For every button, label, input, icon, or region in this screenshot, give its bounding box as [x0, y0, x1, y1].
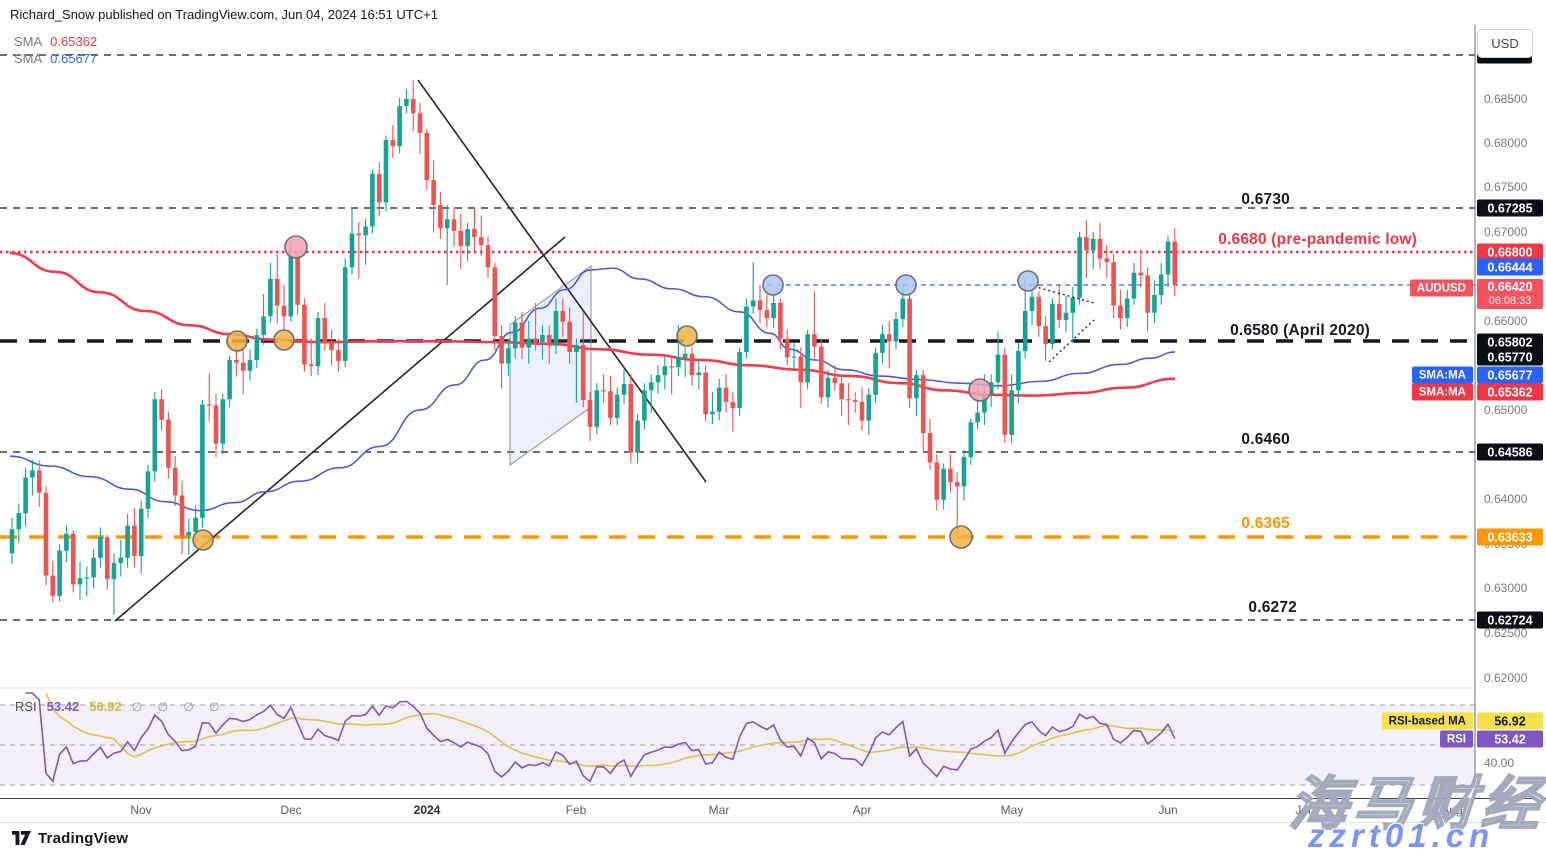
- price-label-0.64586: 0.64586: [1477, 443, 1543, 461]
- price-label-0.65362: 0.65362: [1477, 383, 1543, 401]
- rsi-indicator-header[interactable]: RSI 53.42 56.92 ∅ ∅ ∅ ∅: [15, 699, 226, 714]
- price-tick: 0.65000: [1484, 403, 1528, 417]
- marker-circle-pink: [968, 378, 992, 402]
- currency-toggle-button[interactable]: USD: [1477, 29, 1533, 58]
- time-axis[interactable]: Nov Dec 2024 Feb Mar Apr May Jun Jul Aug: [0, 798, 1546, 823]
- price-tick: 0.66000: [1484, 314, 1528, 328]
- level-annotation: 0.6272: [1248, 599, 1297, 616]
- rsi-axis-value-RSI: 53.42: [1477, 730, 1543, 748]
- price-tick: 0.68500: [1484, 92, 1528, 106]
- rsi-axis-tag-RSI: RSI: [1439, 730, 1473, 748]
- price-tick: 0.67000: [1484, 225, 1528, 239]
- rsi-line: [25, 692, 1176, 783]
- candlesticks: [9, 80, 1178, 615]
- marker-circle-orange: [949, 525, 973, 549]
- sma-legend-value: 0.65362: [50, 34, 98, 49]
- rsi: [25, 692, 1176, 783]
- level-annotation: 0.6580 (April 2020): [1230, 322, 1370, 339]
- level-annotation: 0.6365: [1241, 515, 1290, 532]
- price-tick: 0.62500: [1484, 626, 1528, 640]
- marker-circle-orange: [676, 325, 698, 347]
- event-circle-markers: [192, 235, 1039, 551]
- sma-legend-row-2[interactable]: SMA 0.65677: [14, 50, 97, 67]
- sma-legend: SMA 0.65362 SMA 0.65677: [14, 33, 97, 67]
- trend-lines: [114, 79, 707, 622]
- axis-tag-AUDUSD: AUDUSD: [1409, 279, 1473, 297]
- price-tick: 0.63000: [1484, 581, 1528, 595]
- price-label-0.67285: 0.67285: [1477, 199, 1543, 217]
- rsi-params: ∅ ∅ ∅ ∅: [131, 699, 226, 714]
- rsi-value: 53.42: [46, 699, 80, 714]
- axis-tag-SMA:MA: SMA:MA: [1411, 383, 1473, 401]
- sma-fast-line: [9, 267, 1176, 512]
- time-tick-Feb: Feb: [565, 803, 587, 817]
- time-tick-2024: 2024: [413, 803, 441, 817]
- rsi-tick: 40.00: [1484, 756, 1515, 770]
- time-tick-Jul: Jul: [1295, 803, 1311, 817]
- price-label-0.63633: 0.63633: [1477, 528, 1543, 546]
- price-label-0.66444: 0.66444: [1477, 258, 1543, 276]
- tradingview-logo[interactable]: TradingView: [12, 830, 128, 847]
- price-tick: 0.67500: [1484, 180, 1528, 194]
- time-tick-Nov: Nov: [130, 803, 152, 817]
- marker-circle-blue: [762, 274, 784, 296]
- marker-circle-orange: [226, 330, 248, 352]
- marker-circle-orange: [192, 529, 214, 551]
- price-label-0.66800: 0.66800: [1477, 243, 1543, 261]
- flag-pattern: [509, 265, 592, 466]
- rsi-ma-value: 56.92: [89, 699, 122, 714]
- sma-legend-value: 0.65677: [50, 51, 98, 66]
- price-label-0.62724: 0.62724: [1477, 611, 1543, 629]
- price-label-0.66420: 0.66420 06:08:33: [1477, 279, 1543, 309]
- marker-circle-blue: [1017, 270, 1039, 292]
- level-annotation: 0.6730: [1241, 191, 1290, 208]
- marker-circle-orange: [273, 329, 295, 351]
- watermark-url: zzrt01.cn: [1308, 817, 1495, 854]
- time-tick-Jun: Jun: [1158, 803, 1178, 817]
- pennant-dotted-lines: [1028, 284, 1095, 363]
- time-tick-May: May: [1000, 803, 1024, 817]
- price-label-0.65802: 0.65802: [1477, 333, 1543, 351]
- time-tick-Mar: Mar: [708, 803, 730, 817]
- marker-circle-pink: [284, 235, 308, 259]
- level-annotation: 0.6460: [1241, 431, 1290, 448]
- price-axis[interactable]: 0.68500 0.68000 0.67500 0.67000 0.66000 0.650…: [1475, 0, 1546, 822]
- price-label-0.65677: 0.65677: [1477, 366, 1543, 384]
- tradingview-wordmark: TradingView: [38, 830, 129, 847]
- marker-circle-blue: [895, 274, 917, 296]
- rsi-ma: [45, 692, 1175, 768]
- price-tick: 0.62000: [1484, 671, 1528, 685]
- publish-caption: Richard_Snow published on TradingView.co…: [10, 7, 438, 22]
- sma-legend-label: SMA: [14, 34, 43, 49]
- rsi-axis-tag-RSI-based MA: RSI-based MA: [1381, 712, 1473, 730]
- level-annotation: 0.6680 (pre-pandemic low): [1218, 231, 1417, 248]
- sma-legend-label: SMA: [14, 51, 43, 66]
- pane-borders: [0, 25, 1476, 822]
- rsi-title: RSI: [15, 699, 37, 714]
- price-label-0.65770: 0.65770: [1477, 348, 1543, 366]
- price-tick: 0.64000: [1484, 492, 1528, 506]
- rsi-ma-line: [45, 692, 1175, 768]
- axis-tag-SMA:MA: SMA:MA: [1411, 366, 1473, 384]
- rsi-axis-value-RSI-based MA: 56.92: [1477, 712, 1543, 730]
- price-tick: 0.68000: [1484, 136, 1528, 150]
- time-tick-Dec: Dec: [280, 803, 302, 817]
- sma-legend-row-1[interactable]: SMA 0.65362: [14, 33, 97, 50]
- sma-blue: [9, 267, 1176, 512]
- tradingview-mark-icon: [12, 831, 31, 845]
- time-tick-Aug: Aug: [1441, 803, 1463, 817]
- time-tick-Apr: Apr: [852, 803, 872, 817]
